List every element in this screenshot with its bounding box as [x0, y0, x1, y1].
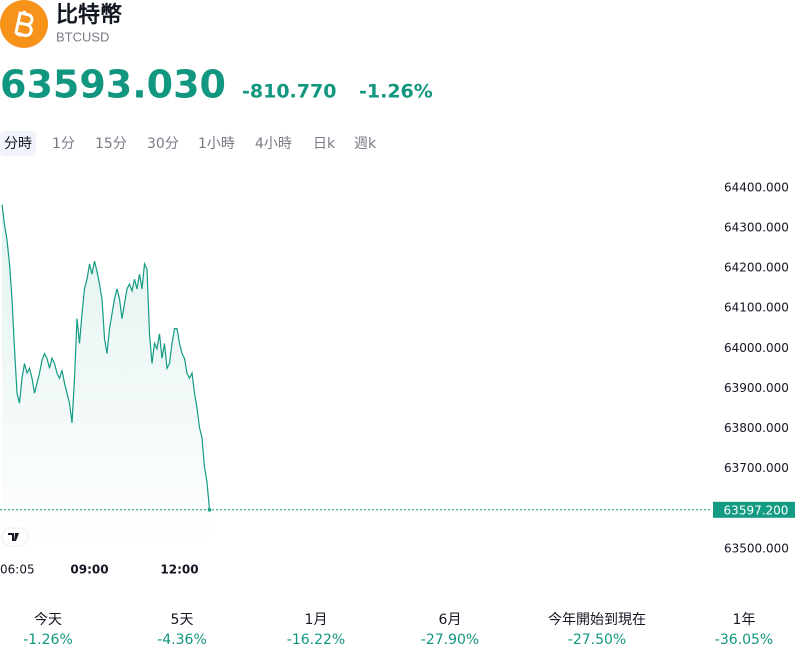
y-tick-label: 64300.000 — [724, 220, 789, 234]
y-tick-label: 63500.000 — [724, 541, 789, 555]
y-tick-label: 64400.000 — [724, 180, 789, 194]
x-tick-label: 12:00 — [160, 563, 198, 577]
y-tick-label: 64100.000 — [724, 301, 789, 315]
period-change[interactable]: -1.26% — [23, 632, 73, 648]
coin-glyph — [14, 10, 34, 37]
timeframe-tab[interactable]: 1分 — [52, 136, 75, 152]
symbol: BTCUSD — [56, 29, 109, 44]
last-price-badge — [713, 501, 795, 518]
period-label[interactable]: 1月 — [305, 612, 328, 628]
period-label[interactable]: 今年開始到現在 — [548, 612, 646, 628]
x-tick-label: 06:05 — [0, 563, 35, 577]
y-tick-label: 64000.000 — [724, 341, 789, 355]
change-pct: -1.26% — [359, 81, 433, 103]
timeframe-tab[interactable]: 1小時 — [198, 136, 235, 152]
timeframe-tab[interactable]: 日k — [313, 136, 336, 152]
tv-logo — [1, 527, 29, 547]
last-price-label: 63597.200 — [724, 503, 789, 517]
period-change[interactable]: -16.22% — [287, 632, 345, 648]
x-tick-label: 09:00 — [70, 563, 108, 577]
y-tick-label: 63800.000 — [724, 421, 789, 435]
title: 比特幣 — [56, 2, 122, 28]
y-tick-label: 63700.000 — [724, 461, 789, 475]
timeframe-tab[interactable]: 30分 — [147, 136, 179, 152]
area-fill — [2, 204, 210, 552]
period-change[interactable]: -27.50% — [568, 632, 626, 648]
period-label[interactable]: 6月 — [439, 612, 462, 628]
period-label[interactable]: 今天 — [34, 612, 62, 628]
period-change[interactable]: -4.36% — [157, 632, 207, 648]
timeframe-tab[interactable]: 15分 — [95, 136, 127, 152]
change: -810.770 — [242, 81, 336, 103]
tab-selected-bg — [0, 131, 36, 156]
price-line — [1, 204, 211, 510]
period-label[interactable]: 1年 — [733, 612, 756, 628]
y-tick-label: 63900.000 — [724, 381, 789, 395]
timeframe-tab[interactable]: 週k — [354, 136, 377, 152]
period-change[interactable]: -27.90% — [421, 632, 479, 648]
timeframe-tab[interactable]: 4小時 — [255, 136, 292, 152]
period-label[interactable]: 5天 — [171, 612, 194, 628]
timeframe-tab[interactable]: 分時 — [4, 136, 32, 152]
price: 63593.030 — [0, 63, 226, 107]
y-tick-label: 64200.000 — [724, 261, 789, 275]
period-change[interactable]: -36.05% — [715, 632, 773, 648]
